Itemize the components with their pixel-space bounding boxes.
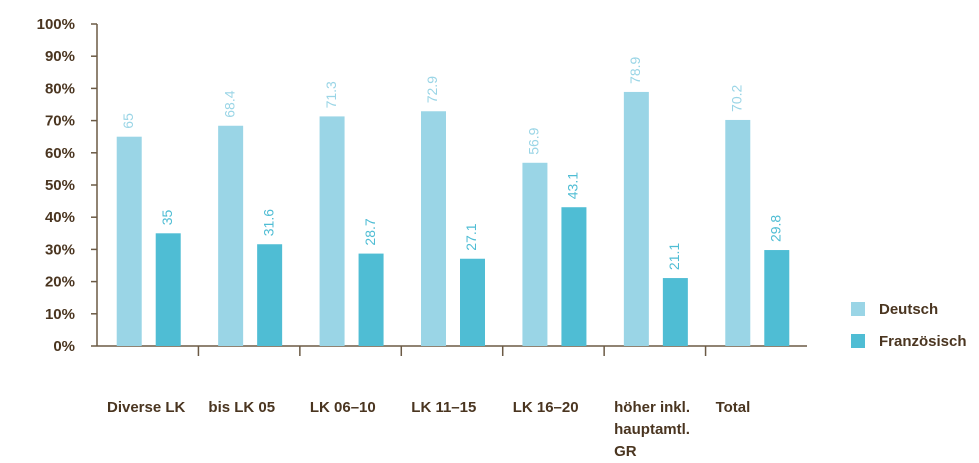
y-tick-label: 60% bbox=[45, 145, 75, 162]
bar-französisch bbox=[155, 233, 181, 346]
bar-deutsch bbox=[319, 116, 345, 346]
x-axis: Diverse LK bis LK 05 LK 06–10 LK 11–15 LK 16… bbox=[97, 345, 807, 460]
y-tick-label: 80% bbox=[45, 80, 75, 97]
data-label: 65 bbox=[120, 113, 136, 129]
data-label: 72.9 bbox=[424, 76, 440, 103]
bar-deutsch bbox=[421, 111, 446, 347]
x-category-label: LK 11–15 bbox=[411, 399, 476, 416]
y-tick-label: 30% bbox=[45, 241, 75, 258]
x-category-label: bis LK 05 bbox=[208, 399, 275, 416]
bar-französisch bbox=[764, 250, 790, 346]
legend-label: Französisch bbox=[879, 333, 967, 350]
x-category-label: Diverse LK bbox=[107, 399, 186, 416]
bar-französisch bbox=[257, 244, 283, 346]
data-label: 70.2 bbox=[728, 84, 744, 111]
legend-swatch bbox=[851, 334, 865, 348]
bar-französisch bbox=[561, 207, 587, 346]
data-label: 78.9 bbox=[627, 56, 643, 83]
y-tick-label: 50% bbox=[45, 177, 75, 194]
bar-französisch bbox=[358, 253, 384, 346]
bar-deutsch bbox=[116, 136, 142, 346]
x-category-label: Total bbox=[716, 399, 751, 416]
legend: Deutsch Französisch bbox=[851, 301, 967, 350]
y-tick-label: 10% bbox=[45, 306, 75, 323]
y-tick-label: 70% bbox=[45, 113, 75, 130]
data-label: 21.1 bbox=[666, 243, 682, 270]
bar-französisch bbox=[460, 258, 485, 346]
data-label: 28.7 bbox=[362, 218, 378, 245]
legend-swatch bbox=[851, 302, 865, 316]
bar-französisch bbox=[662, 278, 688, 346]
data-label: 43.1 bbox=[565, 172, 581, 199]
data-label: 31.6 bbox=[260, 209, 276, 236]
y-tick-label: 90% bbox=[45, 48, 75, 65]
y-tick-label: 0% bbox=[53, 338, 75, 355]
data-label: 35 bbox=[159, 210, 175, 226]
data-label: 56.9 bbox=[526, 127, 542, 154]
bars bbox=[116, 91, 790, 347]
data-label: 27.1 bbox=[463, 223, 479, 250]
y-axis: 0% 10% 20% 30% 40% 50% 60% 70% 80% 90% 100% bbox=[37, 16, 98, 355]
bar-deutsch bbox=[725, 119, 751, 347]
y-tick-label: 40% bbox=[45, 209, 75, 226]
x-category-label: höher inkl. hauptamtl. GR bbox=[614, 399, 690, 460]
y-tick-label: 100% bbox=[37, 16, 75, 33]
bar-deutsch bbox=[218, 125, 244, 346]
x-category-label: LK 06–10 bbox=[310, 399, 376, 416]
data-label: 29.8 bbox=[767, 215, 783, 242]
x-category-label: LK 16–20 bbox=[513, 399, 579, 416]
bar-deutsch bbox=[522, 162, 548, 346]
legend-label: Deutsch bbox=[879, 301, 938, 318]
data-labels: 65 35 68.4 31.6 71.3 28.7 72.9 27.1 56.9 43.1 78.9… bbox=[120, 56, 784, 270]
data-label: 68.4 bbox=[221, 90, 237, 117]
data-label: 71.3 bbox=[323, 81, 339, 108]
y-tick-label: 20% bbox=[45, 274, 75, 291]
bar-deutsch bbox=[623, 91, 649, 346]
